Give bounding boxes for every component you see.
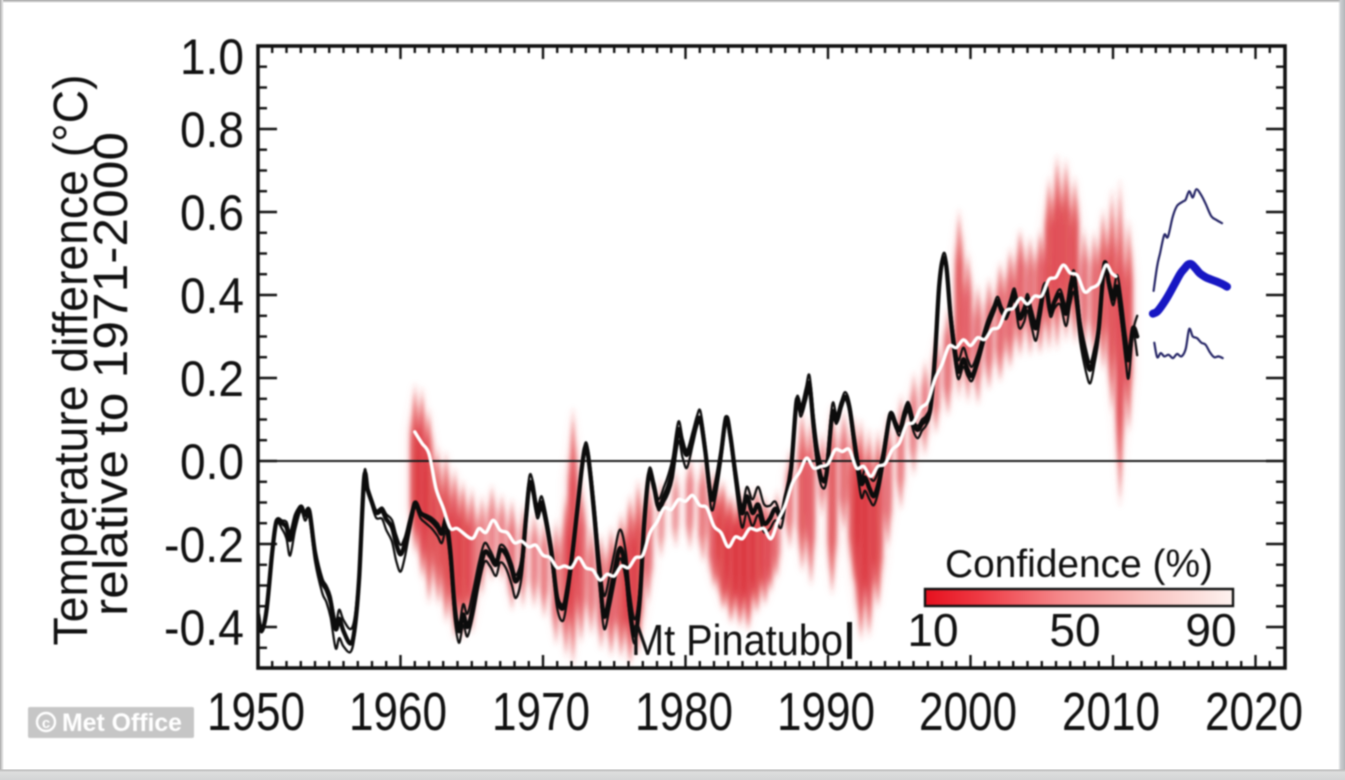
svg-text:90: 90: [1185, 604, 1236, 656]
svg-text:0.0: 0.0: [180, 434, 244, 490]
svg-text:1990: 1990: [777, 682, 875, 742]
svg-text:1970: 1970: [492, 682, 590, 742]
svg-text:0.8: 0.8: [180, 102, 244, 158]
svg-text:Confidence (%): Confidence (%): [945, 543, 1213, 586]
svg-text:relative to 1971-2000: relative to 1971-2000: [85, 132, 138, 616]
svg-text:2020: 2020: [1205, 682, 1303, 742]
svg-text:c: c: [42, 715, 50, 732]
svg-text:2010: 2010: [1062, 682, 1160, 742]
svg-text:0.2: 0.2: [180, 351, 244, 407]
svg-text:0.4: 0.4: [180, 268, 244, 324]
svg-text:-0.4: -0.4: [164, 600, 244, 656]
svg-text:2000: 2000: [919, 682, 1017, 742]
svg-text:10: 10: [907, 604, 958, 656]
svg-text:-0.2: -0.2: [164, 517, 244, 573]
svg-text:0.6: 0.6: [180, 185, 244, 241]
svg-text:1950: 1950: [207, 682, 305, 742]
svg-text:Mt Pinatubo: Mt Pinatubo: [631, 616, 843, 665]
svg-text:1960: 1960: [349, 682, 447, 742]
svg-text:1.0: 1.0: [180, 29, 244, 85]
svg-text:50: 50: [1049, 604, 1100, 656]
svg-text:Met Office: Met Office: [62, 709, 182, 737]
svg-text:Temperature difference (°C): Temperature difference (°C): [45, 75, 98, 646]
svg-text:1980: 1980: [635, 682, 733, 742]
